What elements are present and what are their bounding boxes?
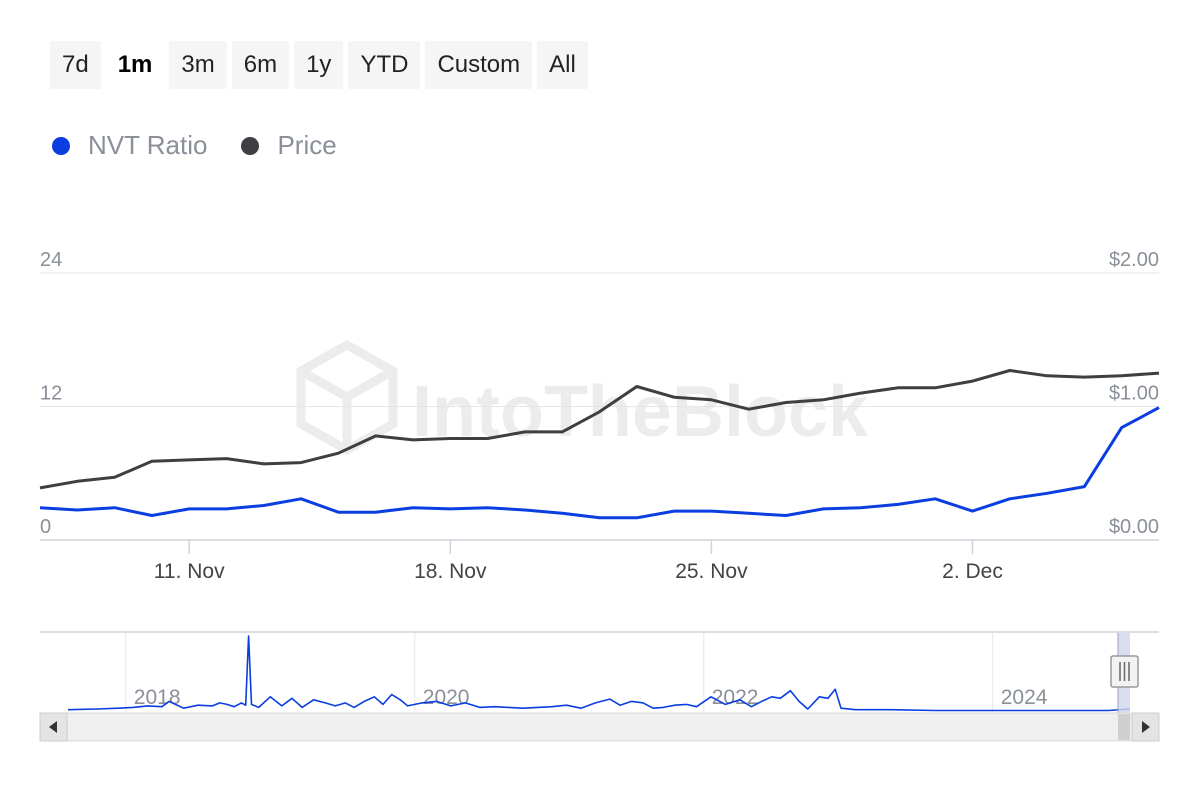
scroll-right-arrow-icon — [1142, 721, 1150, 733]
watermark-logo-icon — [296, 339, 398, 456]
range-1y-button[interactable]: 1y — [294, 41, 344, 89]
range-selector: 7d 1m 3m 6m 1y YTD Custom All — [50, 41, 588, 89]
range-1m-button[interactable]: 1m — [105, 41, 165, 89]
scrollbar[interactable] — [39, 712, 1160, 742]
x-tick-label-11-nov: 11. Nov — [154, 560, 225, 583]
y-left-tick-12: 12 — [40, 383, 62, 405]
y-right-tick-2: $2.00 — [1109, 249, 1159, 271]
navigator-label-2018: 2018 — [134, 686, 181, 709]
chart-legend: NVT Ratio Price — [52, 130, 337, 161]
range-all-button[interactable]: All — [537, 41, 588, 89]
y-right-tick-0: $0.00 — [1109, 516, 1159, 538]
y-left-tick-24: 24 — [40, 249, 62, 271]
legend-dot-nvt-ratio — [52, 136, 70, 155]
navigator-label-2022: 2022 — [712, 686, 759, 709]
series-line-nvt-ratio — [39, 406, 1160, 520]
legend-dot-price — [241, 136, 260, 155]
navigator[interactable]: 2018 2020 2022 2024 — [40, 631, 1159, 713]
x-tick-label-25-nov: 25. Nov — [675, 560, 748, 583]
x-tick-label-2-dec: 2. Dec — [942, 560, 1003, 583]
x-tick-label-18-nov: 18. Nov — [414, 560, 487, 583]
range-7d-button[interactable]: 7d — [50, 41, 101, 89]
range-3m-button[interactable]: 3m — [169, 41, 227, 89]
range-6m-button[interactable]: 6m — [231, 41, 290, 89]
y-left-tick-0: 0 — [40, 516, 51, 538]
scrollbar-track[interactable] — [39, 712, 1160, 742]
navigator-series-line — [67, 635, 1131, 712]
navigator-label-2020: 2020 — [423, 686, 470, 709]
legend-label-nvt-ratio: NVT Ratio — [88, 130, 208, 160]
range-custom-button[interactable]: Custom — [425, 41, 533, 89]
y-right-tick-1: $1.00 — [1109, 383, 1159, 405]
series-line-price — [39, 369, 1160, 490]
legend-label-price: Price — [277, 130, 337, 160]
legend-item-nvt-ratio[interactable]: NVT Ratio — [52, 130, 207, 161]
range-ytd-button[interactable]: YTD — [348, 41, 421, 89]
scrollbar-thumb[interactable] — [1118, 714, 1130, 740]
x-axis-ticks: 11. Nov 18. Nov 25. Nov 2. Dec — [154, 540, 1003, 583]
navigator-label-2024: 2024 — [1001, 686, 1048, 709]
navigator-handle-icon[interactable] — [1110, 655, 1139, 688]
legend-item-price[interactable]: Price — [241, 130, 337, 161]
scroll-left-arrow-icon — [49, 721, 57, 733]
